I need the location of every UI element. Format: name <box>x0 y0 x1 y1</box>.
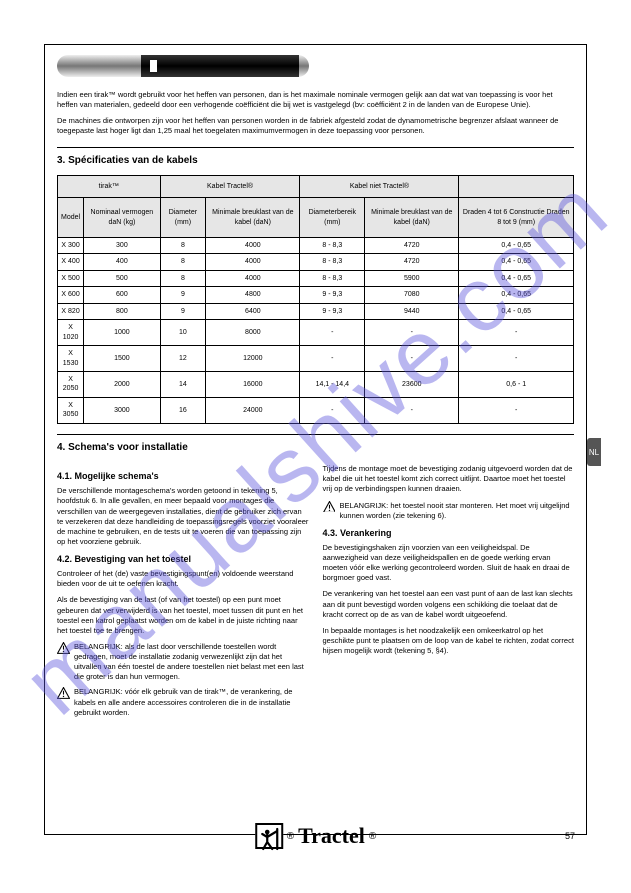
reg-mark-1: ® <box>287 831 294 842</box>
right-column: Tijdens de montage moet de bevestiging z… <box>323 464 575 723</box>
warning-2: BELANGRIJK: vóór elk gebruik van de tira… <box>57 687 309 717</box>
warning-2-text: BELANGRIJK: vóór elk gebruik van de tira… <box>74 687 309 717</box>
footer-logo: ® Tractel ® <box>255 823 377 849</box>
warning-icon <box>57 642 70 654</box>
table-row: X 500500840008 - 8,359000,4 - 0,65 <box>58 270 574 286</box>
para-42a: Controleer of het (de) vaste bevestiging… <box>57 569 309 589</box>
warning-1: BELANGRIJK: als de last door verschillen… <box>57 642 309 683</box>
para-right-1: Tijdens de montage moet de bevestiging z… <box>323 464 575 494</box>
section-heading-3: 3. Spécificaties van de kabels <box>57 154 574 168</box>
reg-mark-2: ® <box>369 831 376 842</box>
warning-1-text: BELANGRIJK: als de last door verschillen… <box>74 642 309 683</box>
para-43b: De verankering van het toestel aan een v… <box>323 589 575 619</box>
table-row: X 820800964009 - 9,394400,4 - 0,65 <box>58 303 574 319</box>
left-column: 4.1. Mogelijke schema's De verschillende… <box>57 464 309 723</box>
intro-paragraph-1: Indien een tirak™ wordt gebruikt voor he… <box>57 90 574 110</box>
warning-icon <box>57 687 70 699</box>
table-row: X 10201000108000--- <box>58 320 574 346</box>
section-heading-4: 4. Schema's voor installatie <box>57 441 574 455</box>
th-tractel-cable: Kabel Tractel® <box>160 176 300 198</box>
header-banner <box>57 55 309 77</box>
table-row: X 153015001212000--- <box>58 346 574 372</box>
th-nontractel-cable: Kabel niet Tractel® <box>300 176 459 198</box>
th-blank <box>459 176 574 198</box>
section-divider-2 <box>57 434 574 435</box>
section-divider <box>57 147 574 148</box>
logo-icon <box>255 823 283 849</box>
table-row: X 600600948009 - 9,370800,4 - 0,65 <box>58 287 574 303</box>
para-42b: Als de bevestiging van de last (of van h… <box>57 595 309 636</box>
warning-icon <box>323 501 336 513</box>
th-capacity: Nominaal vermogen daN (kg) <box>84 198 160 238</box>
para-41: De verschillende montageschema's worden … <box>57 486 309 547</box>
th-diarange: Diameterbereik (mm) <box>300 198 365 238</box>
table-row: X 400400840008 - 8,347200,4 - 0,65 <box>58 254 574 270</box>
th-diameter: Diameter (mm) <box>160 198 206 238</box>
subheading-41: 4.1. Mogelijke schema's <box>57 470 309 482</box>
th-break2: Minimale breuklast van de kabel (daN) <box>365 198 459 238</box>
table-row: X 305030001624000--- <box>58 397 574 423</box>
para-43c: In bepaalde montages is het noodzakelijk… <box>323 626 575 656</box>
th-tirak: tirak™ <box>58 176 161 198</box>
spec-table: tirak™ Kabel Tractel® Kabel niet Tractel… <box>57 175 574 424</box>
table-row: X 20502000141600014,1 - 14,4236000,6 - 1 <box>58 371 574 397</box>
th-break1: Minimale breuklast van de kabel (daN) <box>206 198 300 238</box>
subheading-42: 4.2. Bevestiging van het toestel <box>57 553 309 565</box>
warning-3: BELANGRIJK: het toestel nooit star monte… <box>323 501 575 521</box>
subheading-43: 4.3. Verankering <box>323 527 575 539</box>
table-row: X 300300840008 - 8,347200,4 - 0,65 <box>58 238 574 254</box>
th-construction: Draden 4 tot 6 Constructie Draden 8 tot … <box>459 198 574 238</box>
th-model: Model <box>58 198 84 238</box>
language-tab: NL <box>587 438 601 466</box>
para-43a: De bevestigingshaken zijn voorzien van e… <box>323 543 575 584</box>
intro-paragraph-2: De machines die ontworpen zijn voor het … <box>57 116 574 136</box>
brand-name: Tractel <box>298 823 365 849</box>
page-content: Indien een tirak™ wordt gebruikt voor he… <box>57 90 574 723</box>
two-column-layout: 4.1. Mogelijke schema's De verschillende… <box>57 464 574 723</box>
warning-3-text: BELANGRIJK: het toestel nooit star monte… <box>340 501 575 521</box>
page-number: 57 <box>565 831 575 841</box>
